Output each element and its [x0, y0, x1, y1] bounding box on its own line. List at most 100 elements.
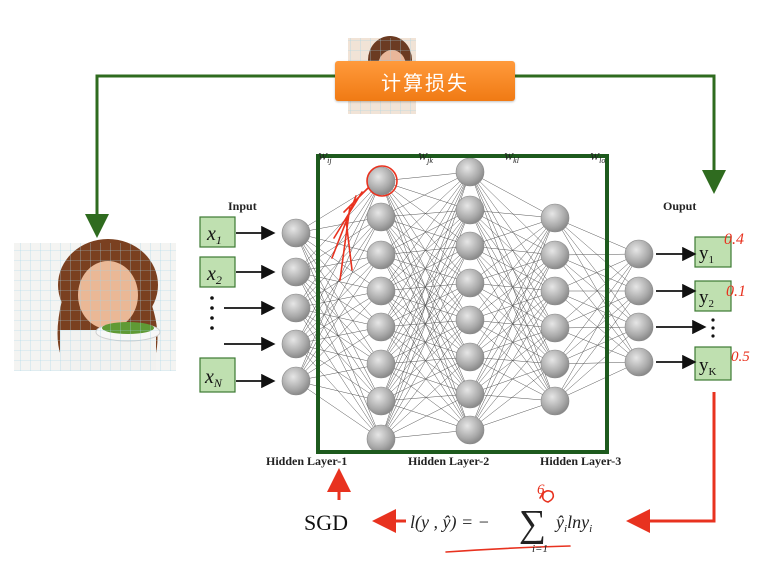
input-x2: x2 — [199, 256, 236, 288]
connection — [469, 171, 556, 292]
feedback-arrows — [85, 74, 726, 238]
connection — [295, 254, 382, 273]
connection — [380, 356, 471, 440]
connection — [469, 217, 556, 284]
connection — [380, 245, 471, 402]
connection — [554, 253, 640, 365]
connection — [380, 393, 471, 440]
connection — [295, 290, 382, 382]
output-yk: yK — [694, 346, 732, 381]
connection — [295, 232, 382, 402]
connection — [469, 363, 556, 431]
neuron-layer-1 — [366, 312, 396, 342]
connection — [554, 290, 640, 329]
connection — [380, 171, 471, 292]
handwritten-y1: 0.4 — [724, 231, 744, 248]
connection — [554, 253, 640, 292]
input-xn: xN — [199, 357, 236, 393]
connection — [380, 400, 471, 431]
neuron-layer-3 — [540, 349, 570, 379]
connection — [554, 290, 640, 363]
neuron-layer-3 — [540, 276, 570, 306]
output-y1: y1 — [694, 236, 732, 268]
connection — [554, 327, 640, 363]
neuron-layer-2 — [455, 157, 485, 187]
neuron-layer-3 — [540, 240, 570, 270]
input-arrows — [224, 225, 276, 389]
neuron-layer-2 — [455, 231, 485, 261]
connection — [380, 393, 471, 402]
connection — [295, 290, 382, 345]
connection — [380, 209, 471, 292]
connection — [554, 253, 640, 402]
weight-label-lo: Wlo — [590, 151, 605, 165]
connection — [295, 254, 382, 382]
connection — [295, 232, 382, 328]
connection — [295, 180, 382, 345]
neuron-layer-0 — [281, 293, 311, 323]
output-label: Ouput — [663, 199, 696, 213]
connection — [380, 245, 471, 440]
neuron-layer-0 — [281, 329, 311, 359]
handwritten-annotations — [331, 165, 571, 553]
input-label: Input — [228, 199, 257, 213]
neuron-layer-1 — [366, 202, 396, 232]
input-ellipsis — [210, 296, 214, 330]
connection — [295, 180, 382, 309]
woman-photo — [14, 239, 176, 371]
connection — [295, 380, 382, 440]
connection — [295, 271, 382, 402]
sgd-label: SGD — [304, 510, 348, 535]
connection — [469, 217, 556, 247]
connection — [469, 400, 556, 431]
connection — [380, 282, 471, 440]
connection — [554, 361, 640, 402]
handwritten-yk: 0.5 — [731, 349, 750, 365]
svg-text:ŷilnyi: ŷilnyi — [554, 512, 592, 535]
neuron-layer-1 — [366, 424, 396, 454]
connection — [469, 327, 556, 395]
neuron-layer-0 — [281, 257, 311, 287]
connection — [295, 216, 382, 234]
formula-lower: i=1 — [532, 543, 548, 555]
neuron-layer-2 — [455, 268, 485, 298]
network-nodes — [281, 157, 654, 454]
weight-label-jk: Wjk — [418, 151, 433, 165]
connection — [380, 319, 471, 440]
output-ellipsis — [711, 318, 715, 338]
connection — [469, 217, 556, 358]
hidden-layer-1-label: Hidden Layer-1 — [266, 454, 347, 468]
neuron-layer-2 — [455, 342, 485, 372]
svg-text:xN: xN — [204, 366, 223, 390]
connection — [295, 216, 382, 382]
loss-formula: l(y , ŷ) = − ∑ ŷilnyi i=1 — [410, 503, 592, 555]
neuron-layer-2 — [455, 379, 485, 409]
connection — [469, 245, 556, 292]
connection — [554, 217, 640, 363]
connection — [380, 171, 471, 440]
connection — [380, 429, 471, 440]
neuron-layer-0 — [281, 218, 311, 248]
neuron-layer-3 — [540, 203, 570, 233]
connection — [554, 217, 640, 255]
connection — [554, 253, 640, 329]
svg-text:yK: yK — [699, 355, 717, 378]
connection — [380, 171, 471, 218]
neuron-layer-1 — [366, 276, 396, 306]
neuron-layer-2 — [455, 195, 485, 225]
connection — [554, 326, 640, 365]
connection — [469, 171, 556, 365]
neuron-layer-2 — [455, 305, 485, 335]
weight-labels: Wij Wjk Wkl Wlo — [318, 151, 605, 165]
neuron-layer-3 — [540, 313, 570, 343]
connection — [554, 290, 640, 402]
neuron-layer-0 — [281, 366, 311, 396]
svg-text:y2: y2 — [699, 287, 714, 310]
connection — [469, 217, 556, 321]
connection — [295, 307, 382, 402]
neuron-layer-4 — [624, 347, 654, 377]
input-x1: x1 — [199, 216, 236, 248]
network-connections — [295, 171, 640, 440]
connection — [469, 327, 556, 431]
hidden-layer-3-label: Hidden Layer-3 — [540, 454, 621, 468]
